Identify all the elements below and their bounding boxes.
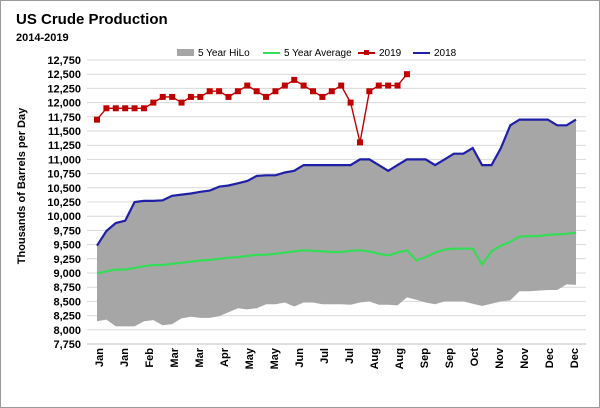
x-tick-label: Feb bbox=[144, 348, 156, 368]
y-tick-label: 9,000 bbox=[53, 268, 81, 280]
x-tick-label: Dec bbox=[544, 348, 556, 368]
x-tick-label: Aug bbox=[394, 348, 406, 369]
x-tick-label: Apr bbox=[219, 347, 231, 367]
x-tick-label: Aug bbox=[369, 348, 381, 369]
series-2019-point bbox=[347, 99, 354, 106]
series-2019-point bbox=[206, 88, 213, 95]
series-2019-point bbox=[234, 88, 241, 95]
x-tick-label: Mar bbox=[194, 347, 206, 367]
series-2019-point bbox=[187, 93, 194, 100]
chart-title: US Crude Production bbox=[16, 11, 168, 28]
series-2019-line bbox=[96, 73, 408, 143]
x-tick-label: Dec bbox=[569, 348, 581, 368]
x-tick-label: Jul bbox=[319, 348, 331, 364]
series-2019-point bbox=[112, 105, 119, 112]
legend-swatch-hilo bbox=[177, 49, 194, 56]
x-tick-label: Sep bbox=[419, 348, 431, 368]
hilo-band bbox=[97, 119, 576, 327]
y-tick-label: 10,500 bbox=[47, 183, 81, 195]
series-2019-point bbox=[403, 71, 410, 78]
x-tick-label: Nov bbox=[519, 347, 531, 369]
x-tick-label: Jul bbox=[344, 348, 356, 364]
series-2019-point bbox=[338, 82, 345, 89]
y-tick-label: 11,500 bbox=[48, 126, 81, 138]
y-tick-label: 11,250 bbox=[48, 140, 81, 152]
average-line bbox=[96, 231, 577, 275]
legend-label: 5 Year Average bbox=[284, 48, 352, 59]
y-tick-label: 11,000 bbox=[48, 154, 81, 166]
x-tick-label: Sep bbox=[444, 348, 456, 368]
series-2019-point bbox=[253, 88, 260, 95]
y-tick-label: 10,750 bbox=[47, 169, 81, 181]
series-2019-point bbox=[225, 93, 232, 100]
y-axis-label: Thousands of Barrels per Day bbox=[16, 107, 28, 264]
y-tick-label: 12,750 bbox=[47, 55, 81, 67]
x-tick-label: Jan bbox=[94, 348, 106, 367]
y-tick-label: 9,250 bbox=[53, 254, 81, 266]
x-tick-label: May bbox=[269, 347, 281, 369]
legend-label: 5 Year HiLo bbox=[198, 48, 250, 59]
legend-label: 2018 bbox=[434, 48, 457, 59]
series-2019-point bbox=[394, 82, 401, 89]
series-2019-point bbox=[122, 105, 129, 112]
y-tick-label: 7,750 bbox=[53, 339, 81, 351]
series-2019-point bbox=[375, 82, 382, 89]
series-2019-point bbox=[281, 82, 288, 89]
plot-area: 7,750 8,000 8,250 8,500 8,750 9,000 9,250 9,500… bbox=[47, 55, 586, 369]
y-tick-label: 12,500 bbox=[47, 69, 81, 81]
y-tick-label: 10,000 bbox=[47, 211, 81, 223]
series-2019-point bbox=[310, 88, 317, 95]
y-tick-label: 12,250 bbox=[47, 83, 81, 95]
legend: 5 Year HiLo 5 Year Average 2019 2018 bbox=[177, 48, 457, 59]
series-2019-point bbox=[319, 93, 326, 100]
series-2019-point bbox=[159, 93, 166, 100]
series-2019-point bbox=[366, 88, 373, 95]
y-tick-label: 12,000 bbox=[47, 98, 81, 110]
series-2019-point bbox=[356, 139, 363, 146]
y-tick-label: 9,500 bbox=[53, 240, 81, 252]
chart-subtitle: 2014-2019 bbox=[16, 32, 69, 44]
legend-swatch-marker bbox=[364, 50, 369, 55]
series-2019-point bbox=[244, 82, 251, 89]
y-tick-label: 9,750 bbox=[53, 225, 81, 237]
series-2019-point bbox=[150, 99, 157, 106]
y-tick-label: 8,750 bbox=[53, 282, 81, 294]
series-2019-point bbox=[263, 93, 270, 100]
series-2019-point bbox=[131, 105, 138, 112]
y-tick-label: 8,500 bbox=[53, 296, 81, 308]
y-tick-label: 8,250 bbox=[53, 311, 81, 323]
series-2019-point bbox=[300, 82, 307, 89]
series-2019-point bbox=[272, 88, 279, 95]
series-2019-point bbox=[169, 93, 176, 100]
x-tick-label: Mar bbox=[169, 347, 181, 367]
series-2019-point bbox=[94, 116, 100, 123]
series-2019-point bbox=[216, 88, 223, 95]
y-tick-label: 11,750 bbox=[48, 112, 81, 124]
series-2019-point bbox=[385, 82, 392, 89]
x-tick-label: Jun bbox=[294, 348, 306, 368]
y-tick-label: 8,000 bbox=[53, 325, 81, 337]
series-2019-point bbox=[291, 76, 298, 83]
series-2019-point bbox=[328, 88, 335, 95]
y-tick-label: 10,250 bbox=[47, 197, 81, 209]
legend-label: 2019 bbox=[379, 48, 402, 59]
series-2019-point bbox=[103, 105, 110, 112]
x-tick-label: May bbox=[244, 347, 256, 369]
x-tick-label: Jan bbox=[119, 348, 131, 367]
series-2018-line bbox=[96, 118, 577, 247]
x-tick-label: Nov bbox=[494, 347, 506, 369]
x-tick-label: Oct bbox=[469, 348, 481, 367]
series-2019-point bbox=[178, 99, 185, 106]
series-2019-point bbox=[140, 105, 147, 112]
series-2019-point bbox=[197, 93, 204, 100]
